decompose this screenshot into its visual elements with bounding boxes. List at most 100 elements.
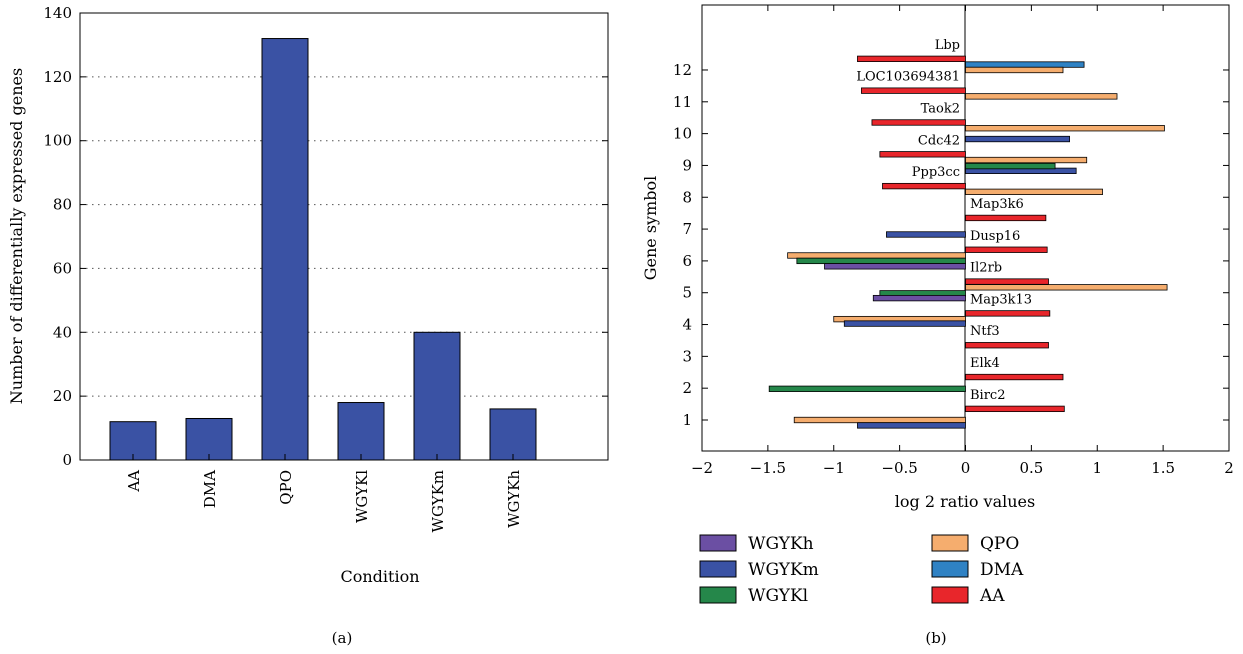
b-gene-label: Lbp [935, 38, 960, 53]
b-x-tick-label: −1.5 [750, 459, 786, 477]
b-y-tick-label: 10 [673, 125, 692, 143]
b-gene-label: Elk4 [970, 356, 1000, 371]
b-y-tick-label: 1 [682, 411, 692, 429]
a-y-ticks: 0 20 40 60 80 100 120 140 [43, 4, 608, 469]
a-x-tick-label: QPO [277, 470, 295, 505]
b-y-axis-label: Gene symbol [641, 176, 660, 281]
b-bar-taok2-qpo [965, 125, 1165, 132]
caption-b: (b) [925, 629, 946, 647]
b-x-tick-label: 0 [961, 459, 971, 477]
b-bar-dusp16-wgykh [824, 263, 966, 270]
a-bar-wgykm [413, 331, 461, 461]
legend-swatch-wgykh [699, 534, 737, 552]
legend-label-wgykh: WGYKh [748, 534, 814, 554]
b-bar-map3k6-aa [965, 214, 1047, 222]
a-bar-wgykl [337, 402, 385, 461]
a-x-tick-label: WGYKm [429, 470, 447, 532]
b-x-tick-label: −1 [823, 459, 845, 477]
b-bar-il2rb-wgykh [872, 294, 966, 302]
b-y-tick-label: 8 [682, 188, 692, 206]
b-x-tick-label: −2 [691, 459, 713, 477]
b-gene-label: Il2rb [970, 261, 1002, 276]
legend-label-qpo: QPO [980, 534, 1019, 554]
b-bar-map3k13-aa [965, 310, 1051, 317]
a-y-tick-label: 20 [53, 387, 72, 405]
legend-label-wgykl: WGYKl [748, 586, 808, 606]
b-gene-label: Dusp16 [970, 229, 1020, 244]
b-bar-cdc42-aa [879, 151, 966, 158]
b-bar-il2rb-aa [965, 278, 1049, 285]
b-gene-label: Birc2 [970, 388, 1005, 403]
b-bars [768, 55, 1168, 429]
legend-label-aa: AA [979, 586, 1005, 606]
b-bar-lbp-qpo [965, 66, 1064, 74]
a-x-tick-label: WGYKh [505, 470, 523, 528]
b-gene-label: Taok2 [921, 101, 960, 116]
a-y-tick-label: 140 [43, 4, 72, 22]
a-y-tick-label: 120 [43, 68, 72, 86]
b-bar-map3k13-wgykm [843, 320, 966, 327]
b-bar-birc2-aa [965, 405, 1065, 413]
b-y-tick-label: 4 [682, 316, 692, 334]
caption-a: (a) [332, 629, 353, 647]
b-gene-label: LOC103694381 [856, 70, 960, 85]
b-bar-ppp3cc-wgykl [965, 162, 1056, 170]
b-bar-il2rb-qpo [965, 284, 1168, 291]
legend-swatch-dma [931, 560, 969, 578]
b-gene-labels: Birc2 Elk4 Ntf3 Map3k13 Il2rb Dusp16 Map3k6 Ppp… [856, 38, 1032, 403]
b-gene-label: Map3k13 [970, 292, 1032, 307]
b-bar-loc103694381-aa [861, 87, 966, 94]
b-x-tick-label: 1.5 [1151, 459, 1175, 477]
b-y-tick-label: 6 [682, 252, 692, 270]
b-bar-taok2-aa [871, 119, 966, 126]
legend-swatch-wgykm [699, 560, 737, 578]
a-y-tick-label: 0 [62, 451, 72, 469]
b-bar-ntf3-aa [965, 342, 1049, 349]
legend-swatch-wgykl [699, 586, 737, 604]
a-y-tick-label: 60 [53, 259, 72, 277]
b-bar-dusp16-aa [965, 246, 1048, 253]
b-x-ticks: −2 −1.5 −1 −0.5 0 0.5 1 1.5 2 [691, 5, 1234, 477]
b-bar-birc2-qpo [793, 416, 966, 424]
b-bar-loc103694381-qpo [965, 93, 1118, 100]
b-bar-ppp3cc-qpo [965, 188, 1103, 196]
b-bar-elk4-aa [965, 373, 1064, 381]
a-bar-wgykh [489, 408, 537, 461]
b-gene-label: Ppp3cc [912, 165, 960, 180]
b-y-tick-label: 5 [682, 284, 692, 302]
b-x-tick-label: 1 [1092, 459, 1102, 477]
b-x-tick-label: −0.5 [881, 459, 917, 477]
b-y-tick-label: 3 [682, 347, 692, 365]
b-bar-dusp16-wgykl [796, 257, 966, 265]
panel-a-bar-chart: 0 20 40 60 80 100 120 140 AA DMA QPO WGYKl WGYKm WGY… [7, 4, 609, 647]
legend-swatch-qpo [931, 534, 969, 552]
b-x-tick-label: 0.5 [1019, 459, 1043, 477]
b-gene-label: Cdc42 [918, 133, 960, 148]
b-y-tick-label: 2 [682, 379, 692, 397]
legend-label-wgykm: WGYKm [748, 560, 819, 580]
a-y-tick-label: 100 [43, 132, 72, 150]
b-legend: WGYKh WGYKm WGYKl QPO DMA AA [699, 534, 1024, 606]
legend-label-dma: DMA [980, 560, 1024, 580]
b-bar-birc2-wgykl [768, 385, 966, 392]
b-bar-ppp3cc-aa [882, 182, 966, 190]
a-bar-qpo [261, 38, 309, 461]
b-bar-cdc42-qpo [965, 156, 1088, 164]
b-bar-lbp-aa [857, 55, 966, 62]
a-bars [109, 38, 537, 461]
a-bar-aa [109, 421, 157, 461]
a-x-tick-label: WGYKl [353, 470, 371, 523]
b-bar-birc2-wgykm [857, 422, 966, 429]
a-x-tick-label: DMA [201, 470, 219, 508]
a-bar-dma [185, 417, 233, 461]
panel-b-horizontal-bar-chart: Birc2 Elk4 Ntf3 Map3k13 Il2rb Dusp16 Map3k6 Ppp… [641, 4, 1234, 647]
a-x-tick-label: AA [125, 470, 143, 493]
a-x-ticks: AA DMA QPO WGYKl WGYKm WGYKh [125, 454, 523, 532]
a-gridlines [80, 76, 608, 397]
b-y-tick-label: 11 [673, 93, 692, 111]
a-y-tick-label: 40 [53, 323, 72, 341]
b-y-tick-label: 9 [682, 156, 692, 174]
b-bar-dusp16-qpo [787, 252, 966, 259]
b-x-tick-label: 2 [1224, 459, 1234, 477]
